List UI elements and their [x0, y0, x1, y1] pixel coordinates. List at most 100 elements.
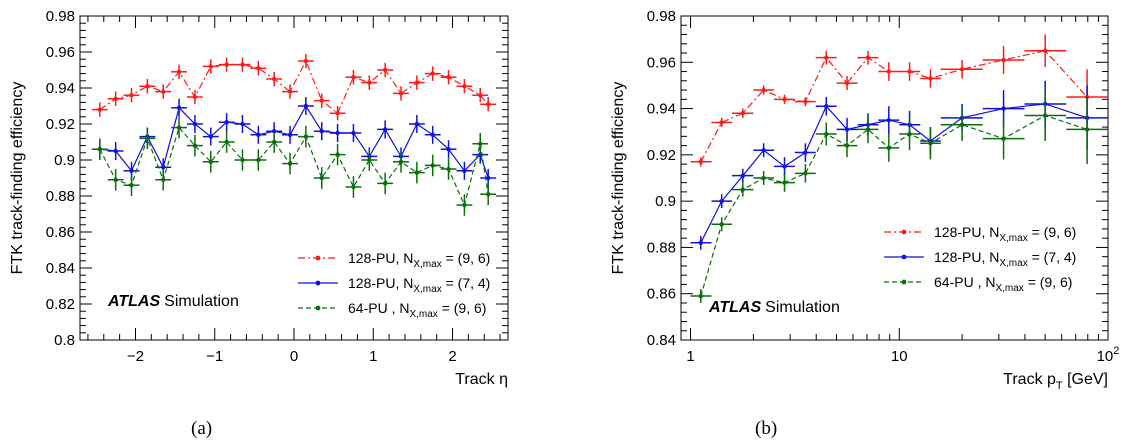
marker [782, 97, 787, 102]
data-point [187, 115, 203, 133]
marker [485, 175, 491, 181]
atlas-simulation-label: ATLAS Simulation [107, 293, 239, 310]
data-point [773, 173, 795, 192]
marker [335, 152, 340, 157]
marker [271, 76, 277, 82]
data-point [361, 75, 378, 90]
x-tick-label: 0 [290, 348, 298, 365]
marker [844, 80, 850, 86]
data-point [815, 97, 837, 116]
data-point [218, 131, 235, 153]
data-point [171, 98, 187, 117]
legend-label-tail: = (9, 6) [1028, 224, 1077, 240]
plot-frame [79, 15, 509, 341]
marker [176, 105, 182, 111]
series-blue [91, 97, 497, 187]
data-point [202, 151, 219, 173]
data-point [123, 174, 140, 196]
series-line [99, 104, 489, 179]
legend-label-tail: = (9, 6) [442, 250, 491, 266]
x-tick-label: 2 [448, 348, 456, 365]
x-axis-title-subscript: T [1056, 380, 1063, 392]
series-line [700, 114, 1088, 297]
marker [382, 67, 388, 73]
data-point [187, 89, 203, 105]
data-point [690, 235, 712, 250]
legend-label-subscript: X,max [413, 259, 441, 270]
marker [367, 157, 372, 163]
y-tick-label: 0.92 [46, 116, 75, 133]
data-point [940, 108, 983, 141]
marker [782, 180, 787, 185]
data-point [456, 194, 473, 216]
marker [803, 99, 808, 104]
marker [287, 132, 293, 137]
data-point [857, 115, 879, 144]
legend-marker [315, 280, 321, 286]
marker [462, 168, 467, 173]
data-point [753, 85, 774, 95]
marker [224, 62, 229, 67]
marker [698, 240, 704, 245]
marker [382, 127, 388, 132]
data-point [424, 125, 441, 144]
data-point [440, 158, 457, 180]
y-tick-label: 0.94 [46, 80, 75, 97]
data-point [266, 131, 283, 153]
legend-label: 128-PU, NX,max = (7, 4) [934, 249, 1076, 269]
legend-entry: 128-PU, NX,max = (7, 4) [884, 249, 1076, 269]
marker [414, 170, 420, 175]
data-point [313, 93, 330, 108]
marker [446, 166, 451, 172]
marker [1042, 113, 1048, 118]
data-point [218, 57, 235, 72]
data-point [361, 149, 378, 171]
marker [1001, 136, 1006, 141]
marker [161, 177, 166, 182]
marker [271, 139, 277, 145]
data-point [794, 164, 816, 183]
data-point [329, 124, 346, 142]
marker [351, 184, 356, 190]
marker [398, 91, 404, 96]
data-point [139, 79, 156, 94]
legend-entry: 128-PU, NX,max = (9, 6) [884, 224, 1076, 244]
legend-label: 128-PU, NX,max = (7, 4) [348, 275, 490, 295]
marker [176, 125, 182, 130]
x-tick-exponent: 2 [1113, 345, 1119, 357]
data-point [440, 70, 457, 85]
legend-label-tail: = (9, 6) [1024, 274, 1073, 290]
legend-label-subscript: X,max [999, 258, 1027, 269]
data-point [329, 106, 346, 121]
data-point [171, 64, 187, 79]
legend-marker [901, 254, 907, 260]
y-axis-title: FTK track-finding efficiency [610, 82, 627, 275]
y-tick-label: 0.92 [647, 147, 676, 164]
marker [398, 159, 404, 164]
marker [740, 187, 746, 192]
data-point [899, 117, 921, 151]
marker [145, 136, 150, 141]
data-point [424, 154, 441, 177]
data-point [1024, 90, 1067, 141]
y-tick-label: 0.82 [46, 296, 75, 313]
marker [761, 148, 766, 153]
data-point [171, 116, 187, 139]
marker [335, 111, 340, 116]
marker [698, 293, 704, 299]
x-tick-label: 1 [686, 348, 694, 365]
y-tick-label: 0.84 [647, 332, 676, 349]
marker [414, 80, 420, 85]
data-point [139, 127, 156, 150]
x-tick-label: −1 [206, 348, 223, 365]
legend-marker [901, 279, 907, 285]
marker [761, 175, 766, 181]
legend-label: 64-PU , NX,max = (9, 6) [348, 300, 486, 320]
marker [129, 168, 134, 173]
data-point [1024, 34, 1067, 67]
data-point [297, 125, 314, 148]
y-tick-label: 0.88 [647, 239, 676, 256]
legend-entry: 64-PU , NX,max = (9, 6) [298, 300, 486, 320]
data-point [836, 134, 858, 158]
data-point [732, 182, 754, 197]
